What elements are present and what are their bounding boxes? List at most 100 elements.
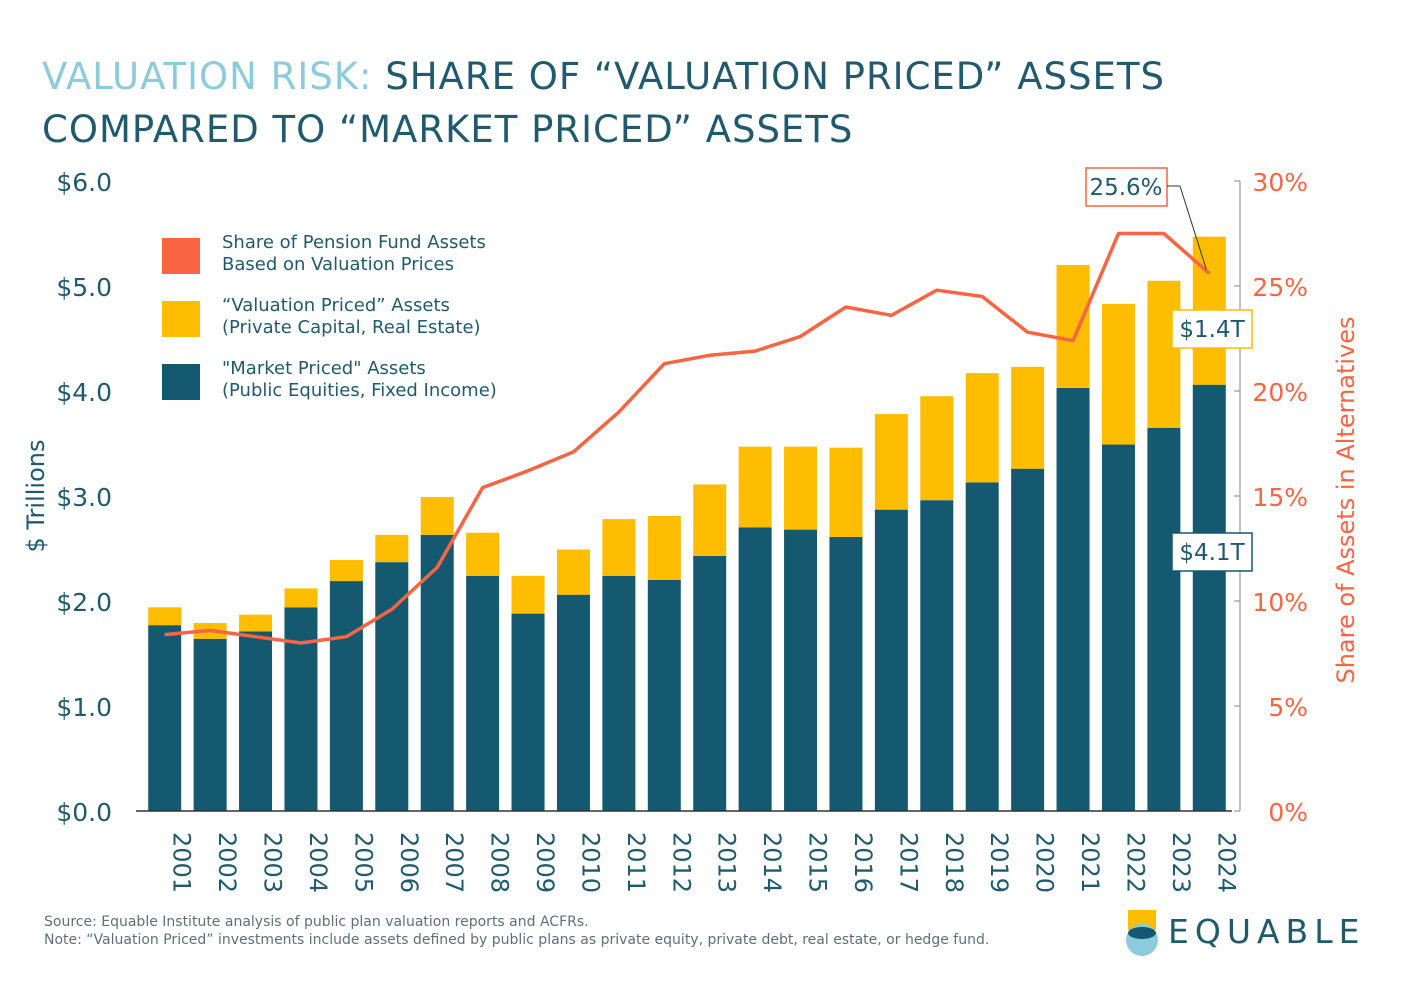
y-right-tick-label: 0% (1268, 798, 1308, 827)
share-line-layer (164, 231, 1211, 645)
bar-valuation-2017 (874, 414, 908, 510)
x-tick-label-2020: 2020 (1031, 832, 1059, 893)
bar-valuation-2021 (1056, 265, 1090, 388)
bar-valuation-2012 (647, 515, 681, 580)
x-tick-label-2003: 2003 (259, 832, 287, 893)
annotation-share: 25.6% (1089, 175, 1162, 201)
bar-market-2022 (1101, 444, 1135, 811)
bar-valuation-2008 (466, 532, 500, 576)
bar-market-2007 (420, 534, 454, 811)
y-left-tick-label: $2.0 (56, 588, 112, 617)
axes-layer: $0.0 $1.0 $2.0 $3.0 $4.0 $5.0 $6.0 0% 5% 10% 15% 20… (22, 168, 1360, 893)
bar-valuation-2007 (420, 497, 454, 535)
bar-valuation-2005 (329, 560, 363, 582)
bar-valuation-2009 (511, 575, 545, 614)
x-tick-label-2007: 2007 (440, 832, 468, 893)
legend-swatch-3 (162, 364, 200, 400)
bar-valuation-2013 (693, 484, 727, 556)
bar-market-2005 (329, 581, 363, 811)
x-tick-label-2014: 2014 (758, 832, 786, 893)
bar-market-2014 (738, 527, 772, 811)
bar-market-2008 (466, 575, 500, 811)
x-tick-label-2009: 2009 (531, 832, 559, 893)
bar-market-2024 (1192, 384, 1226, 811)
title-line-2: COMPARED TO “MARKET PRICED” ASSETS (42, 108, 854, 151)
equable-logo-icon (1126, 910, 1158, 956)
bar-valuation-2018 (920, 396, 954, 501)
x-tick-label-2008: 2008 (486, 832, 514, 893)
bar-valuation-2022 (1101, 303, 1135, 445)
bar-market-2018 (920, 500, 954, 811)
annotation-valuation: $1.4T (1179, 317, 1245, 343)
y-right-tick-label: 5% (1268, 693, 1308, 722)
x-tick-label-2021: 2021 (1076, 832, 1104, 893)
legend-label-3-line-2: (Public Equities, Fixed Income) (222, 380, 497, 401)
y-right-tick-label: 30% (1252, 168, 1308, 197)
legend-swatch-2 (162, 301, 200, 337)
legend-label-2-line-1: “Valuation Priced” Assets (222, 295, 450, 316)
bar-market-2006 (375, 562, 409, 811)
bar-valuation-2016 (829, 447, 863, 537)
bar-valuation-2006 (375, 534, 409, 563)
x-tick-label-2004: 2004 (304, 832, 332, 893)
bar-market-2012 (647, 580, 681, 811)
x-tick-label-2005: 2005 (349, 832, 377, 893)
legend-label-1-line-1: Share of Pension Fund Assets (222, 232, 486, 253)
x-tick-label-2013: 2013 (713, 832, 741, 893)
y-right-tick-label: 10% (1252, 588, 1308, 617)
bar-market-2001 (148, 625, 182, 811)
bar-valuation-2010 (556, 549, 590, 595)
bar-market-2019 (965, 482, 999, 811)
bar-valuation-2001 (148, 607, 182, 626)
annotation-box-market (1171, 532, 1253, 572)
chart-title: VALUATION RISK: SHARE OF “VALUATION PRIC… (42, 50, 1192, 156)
source-note: Source: Equable Institute analysis of pu… (44, 914, 589, 930)
bar-valuation-2011 (602, 519, 636, 576)
x-tick-label-2011: 2011 (622, 832, 650, 893)
series-line-share (164, 231, 1211, 645)
bar-valuation-2014 (738, 446, 772, 528)
x-tick-label-2024: 2024 (1212, 832, 1240, 893)
y-left-tick-label: $0.0 (56, 798, 112, 827)
bar-valuation-2003 (239, 614, 273, 632)
y-left-tick-label: $1.0 (56, 693, 112, 722)
x-tick-label-2012: 2012 (667, 832, 695, 893)
y-left-tick-label: $6.0 (56, 168, 112, 197)
bar-market-2009 (511, 613, 545, 811)
y-left-tick-label: $4.0 (56, 378, 112, 407)
y-right-axis-label: Share of Assets in Alternatives (1332, 316, 1360, 683)
bar-market-2023 (1147, 427, 1181, 811)
bar-valuation-2004 (284, 588, 318, 608)
x-tick-label-2010: 2010 (576, 832, 604, 893)
bar-valuation-2019 (965, 373, 999, 483)
y-left-axis-label: $ Trillions (22, 440, 50, 553)
x-tick-label-2019: 2019 (985, 832, 1013, 893)
footnote: Note: “Valuation Priced” investments inc… (44, 932, 990, 948)
legend-label-1-line-2: Based on Valuation Prices (222, 254, 454, 275)
annotation-box-share (1085, 167, 1168, 207)
bar-market-2017 (874, 509, 908, 811)
bar-market-2011 (602, 575, 636, 811)
x-tick-label-2001: 2001 (168, 832, 196, 893)
bar-market-2021 (1056, 387, 1090, 811)
x-tick-label-2023: 2023 (1167, 832, 1195, 893)
annotation-market: $4.1T (1179, 540, 1245, 566)
bar-valuation-2023 (1147, 280, 1181, 428)
title-line-1: VALUATION RISK: SHARE OF “VALUATION PRIC… (42, 50, 1192, 103)
annotations-layer: 25.6% $1.4T $4.1T (1085, 167, 1253, 572)
bar-valuation-2015 (784, 446, 818, 530)
bar-market-2003 (239, 631, 273, 811)
bar-valuation-2020 (1011, 366, 1045, 469)
x-tick-label-2006: 2006 (395, 832, 423, 893)
brand-wordmark: EQUABLE (1168, 912, 1366, 951)
bar-market-2015 (784, 529, 818, 811)
legend-swatch-1 (162, 238, 200, 274)
bar-market-2016 (829, 536, 863, 811)
bars-layer (148, 236, 1226, 811)
x-tick-label-2022: 2022 (1121, 832, 1149, 893)
annotation-box-valuation (1171, 309, 1253, 349)
y-right-tick-label: 25% (1252, 273, 1308, 302)
annotation-leader-diagonal (1179, 185, 1207, 270)
